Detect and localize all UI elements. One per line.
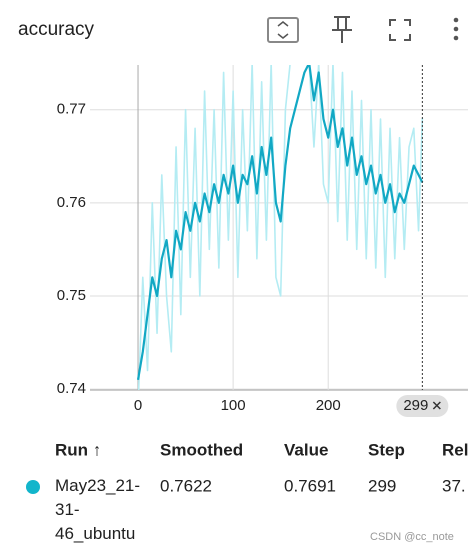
pin-button[interactable] <box>332 16 352 43</box>
series-line <box>136 65 424 380</box>
more-button[interactable] <box>453 17 459 41</box>
grid: 0.74 0.75 0.76 0.77 0 100 200 <box>57 65 468 414</box>
y-tick-label: 0.74 <box>57 380 86 397</box>
step-cursor: 299 <box>396 65 449 417</box>
x-tick-label: 200 <box>316 397 341 414</box>
column-header: Rel <box>442 440 468 459</box>
y-tick-label: 0.75 <box>57 287 86 304</box>
cell: 299 <box>368 476 396 495</box>
runs-table: Run ↑ Smoothed Value Step Rel May23_21-31-46_… <box>26 440 468 543</box>
run-name: May23_21-31-46_ubuntu <box>55 476 140 543</box>
toolbar <box>267 16 459 43</box>
cursor-chip <box>396 395 449 417</box>
column-header: Step <box>368 440 405 459</box>
x-tick-label: 100 <box>221 397 246 414</box>
cell: 37. <box>442 476 466 495</box>
cell: 0.7691 <box>284 476 336 495</box>
y-tick-label: 0.77 <box>57 101 86 118</box>
cell: 0.7622 <box>160 476 212 495</box>
column-header: Value <box>284 440 328 459</box>
plot-area <box>136 65 424 390</box>
cursor-close[interactable] <box>432 401 441 410</box>
x-tick-label: 0 <box>134 397 142 414</box>
run-color-dot <box>26 480 40 494</box>
fullscreen-button[interactable] <box>389 19 411 41</box>
fit-domain-button[interactable] <box>267 17 299 43</box>
column-header: Run ↑ <box>55 440 101 459</box>
watermark: CSDN @cc_note <box>370 531 454 543</box>
cursor-label: 299 <box>403 397 428 414</box>
column-header: Smoothed <box>160 440 243 459</box>
y-tick-label: 0.76 <box>57 194 86 211</box>
chart-title: accuracy <box>18 19 95 40</box>
series-line <box>137 65 424 390</box>
